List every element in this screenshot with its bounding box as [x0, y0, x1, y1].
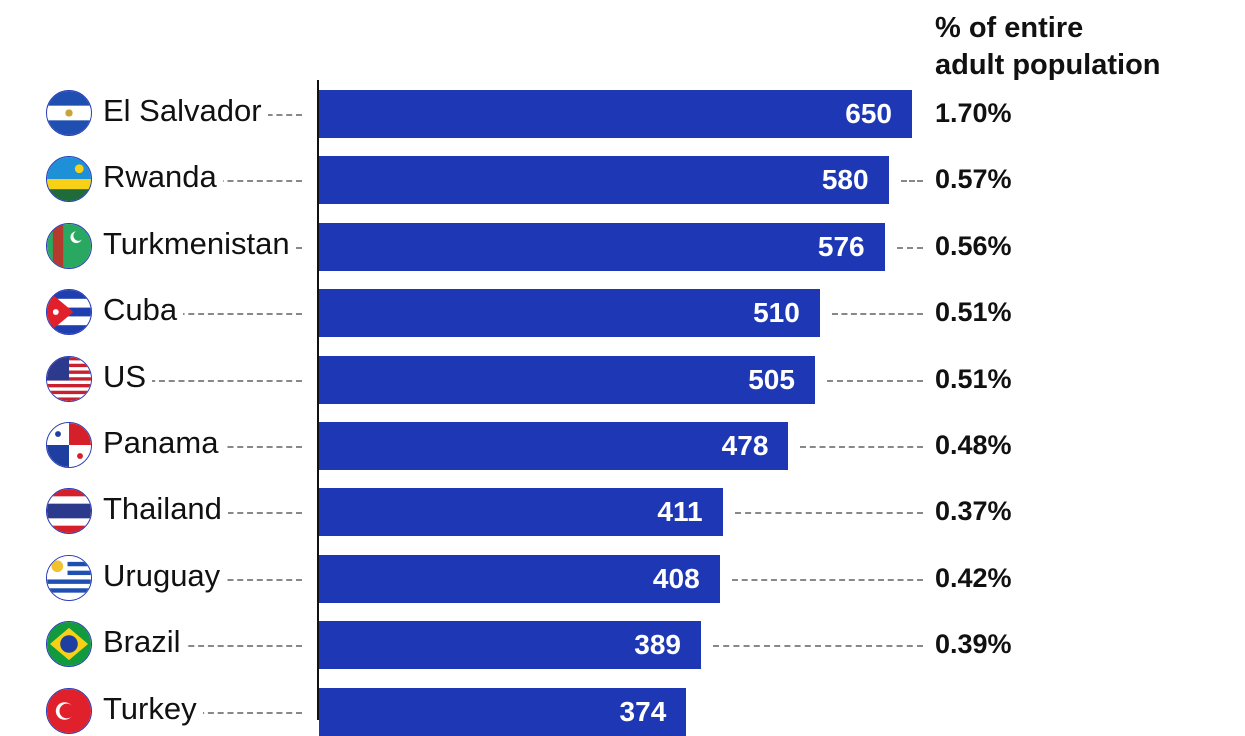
country-label: Panama [103, 425, 225, 461]
bar-row: Turkey 374 [0, 687, 1245, 736]
percentage-label: 0.39% [935, 629, 1012, 660]
bar-value-label: 478 [721, 430, 769, 461]
panama-flag-icon [46, 422, 92, 468]
percentage-label: 0.51% [935, 297, 1012, 328]
percentage-label: 0.48% [935, 430, 1012, 460]
thailand-flag-icon [46, 488, 92, 535]
us-flag-icon [46, 355, 92, 402]
country-label: Thailand [103, 491, 228, 528]
country-label: Turkey [103, 690, 203, 727]
leader-line-right [831, 313, 923, 316]
bar-row: Brazil 389 0.39% [0, 621, 1245, 670]
leader-line-left [110, 645, 302, 648]
bar: 478 [319, 422, 789, 470]
bar-value-label: 505 [748, 363, 795, 395]
percentage-label: 0.37% [935, 496, 1012, 527]
brazil-flag-icon [46, 621, 92, 668]
bar-value-label: 411 [657, 496, 703, 528]
y-axis-line [317, 80, 319, 720]
uruguay-flag-icon [46, 554, 92, 601]
country-label: Uruguay [103, 557, 227, 594]
country-label: El Salvador [103, 93, 268, 129]
bar: 580 [319, 156, 889, 205]
leader-line-right [731, 578, 923, 581]
turkey-flag-icon [46, 687, 92, 734]
leader-line-right [826, 379, 923, 382]
percentage-label: 0.51% [935, 363, 1012, 394]
bar: 650 [319, 90, 912, 138]
leader-line-right [734, 512, 923, 515]
country-label: US [103, 358, 153, 395]
bar-row: El Salvador 650 1.70% [0, 90, 1245, 138]
bar-row: Thailand 411 0.37% [0, 488, 1245, 537]
bar-row: Rwanda 580 0.57% [0, 156, 1245, 205]
country-label: Rwanda [103, 159, 223, 196]
percentage-label: 1.70% [935, 98, 1012, 128]
bar: 505 [319, 355, 815, 404]
cuba-flag-icon [46, 289, 92, 336]
rwanda-flag-icon [46, 156, 92, 203]
leader-line-left [110, 313, 302, 316]
country-label: Brazil [103, 624, 187, 661]
bar: 411 [319, 488, 723, 537]
leader-line-right [900, 180, 923, 183]
bar-value-label: 374 [619, 695, 667, 727]
turkmenistan-flag-icon [46, 222, 92, 269]
bar-row: Uruguay 408 0.42% [0, 554, 1245, 603]
bar-row: US 505 0.51% [0, 355, 1245, 404]
leader-line-right [896, 246, 923, 249]
leader-line-left [110, 379, 302, 382]
bar-value-label: 389 [634, 629, 681, 661]
percentage-label: 0.56% [935, 230, 1012, 261]
header-line-1: % of entire [935, 12, 1084, 44]
bar-value-label: 510 [753, 297, 800, 329]
bar-value-label: 408 [652, 562, 700, 594]
leader-line-right [712, 645, 923, 648]
bar: 374 [319, 687, 687, 736]
bar-value-label: 576 [817, 230, 865, 262]
bar-row: Panama 478 0.48% [0, 422, 1245, 470]
percentage-column-header: % of entire adult population [935, 10, 1161, 84]
bar-value-label: 650 [845, 98, 892, 129]
bar-row: Cuba 510 0.51% [0, 289, 1245, 338]
percentage-label: 0.57% [935, 164, 1012, 195]
header-line-2: adult population [935, 49, 1161, 81]
bar: 408 [319, 554, 720, 603]
bar-row: Turkmenistan 576 0.56% [0, 222, 1245, 271]
percentage-label: 0.42% [935, 562, 1012, 593]
country-label: Cuba [103, 292, 184, 329]
leader-line-right [800, 446, 923, 448]
country-label: Turkmenistan [103, 225, 296, 262]
el-salvador-flag-icon [46, 90, 92, 136]
bar: 576 [319, 222, 885, 271]
bar: 510 [319, 289, 820, 338]
bar-value-label: 580 [821, 164, 869, 196]
bar: 389 [319, 621, 701, 670]
